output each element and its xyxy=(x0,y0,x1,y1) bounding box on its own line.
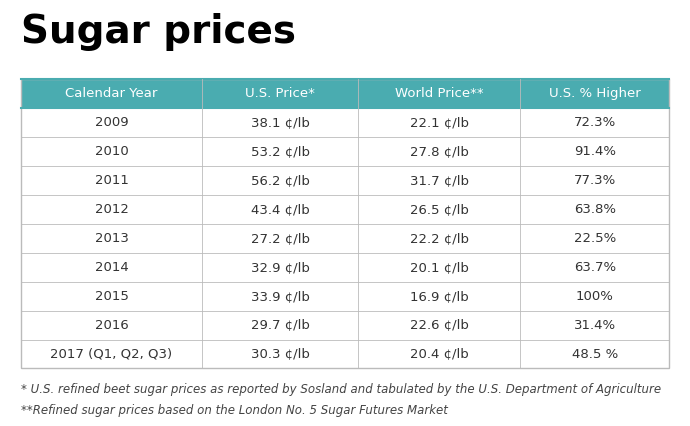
Text: 22.5%: 22.5% xyxy=(573,232,616,245)
Text: 16.9 ¢/lb: 16.9 ¢/lb xyxy=(410,290,469,302)
Text: 2015: 2015 xyxy=(95,290,128,302)
Text: 33.9 ¢/lb: 33.9 ¢/lb xyxy=(250,290,310,302)
Text: 31.7 ¢/lb: 31.7 ¢/lb xyxy=(410,174,469,187)
Text: World Price**: World Price** xyxy=(395,87,484,100)
Text: 29.7 ¢/lb: 29.7 ¢/lb xyxy=(250,319,310,331)
Text: 72.3%: 72.3% xyxy=(573,116,616,129)
Text: 2014: 2014 xyxy=(95,261,128,273)
Text: 2013: 2013 xyxy=(95,232,128,245)
Text: 2009: 2009 xyxy=(95,116,128,129)
Text: Calendar Year: Calendar Year xyxy=(66,87,158,100)
Text: Sugar prices: Sugar prices xyxy=(21,13,296,51)
Text: 63.8%: 63.8% xyxy=(573,203,615,216)
Text: U.S. % Higher: U.S. % Higher xyxy=(549,87,640,100)
Text: 2017 (Q1, Q2, Q3): 2017 (Q1, Q2, Q3) xyxy=(50,348,172,360)
Text: 22.2 ¢/lb: 22.2 ¢/lb xyxy=(410,232,469,245)
Text: 2016: 2016 xyxy=(95,319,128,331)
Text: 2012: 2012 xyxy=(95,203,128,216)
Text: 56.2 ¢/lb: 56.2 ¢/lb xyxy=(250,174,310,187)
Text: 32.9 ¢/lb: 32.9 ¢/lb xyxy=(250,261,310,273)
Text: 53.2 ¢/lb: 53.2 ¢/lb xyxy=(250,145,310,158)
Text: 2011: 2011 xyxy=(95,174,128,187)
Text: 22.1 ¢/lb: 22.1 ¢/lb xyxy=(410,116,469,129)
Text: 2010: 2010 xyxy=(95,145,128,158)
Text: **Refined sugar prices based on the London No. 5 Sugar Futures Market: **Refined sugar prices based on the Lond… xyxy=(21,404,448,417)
Text: 77.3%: 77.3% xyxy=(573,174,616,187)
Text: 20.4 ¢/lb: 20.4 ¢/lb xyxy=(410,348,469,360)
Text: 30.3 ¢/lb: 30.3 ¢/lb xyxy=(250,348,310,360)
Text: 43.4 ¢/lb: 43.4 ¢/lb xyxy=(250,203,310,216)
Text: 38.1 ¢/lb: 38.1 ¢/lb xyxy=(250,116,310,129)
Text: 100%: 100% xyxy=(575,290,613,302)
Text: 91.4%: 91.4% xyxy=(573,145,615,158)
Text: 27.8 ¢/lb: 27.8 ¢/lb xyxy=(410,145,469,158)
Text: 63.7%: 63.7% xyxy=(573,261,615,273)
Text: 22.6 ¢/lb: 22.6 ¢/lb xyxy=(410,319,469,331)
Text: 27.2 ¢/lb: 27.2 ¢/lb xyxy=(250,232,310,245)
Text: 31.4%: 31.4% xyxy=(573,319,615,331)
Text: * U.S. refined beet sugar prices as reported by Sosland and tabulated by the U.S: * U.S. refined beet sugar prices as repo… xyxy=(21,383,661,397)
Text: 20.1 ¢/lb: 20.1 ¢/lb xyxy=(410,261,469,273)
Text: 48.5 %: 48.5 % xyxy=(571,348,618,360)
Text: 26.5 ¢/lb: 26.5 ¢/lb xyxy=(410,203,469,216)
Text: U.S. Price*: U.S. Price* xyxy=(245,87,315,100)
